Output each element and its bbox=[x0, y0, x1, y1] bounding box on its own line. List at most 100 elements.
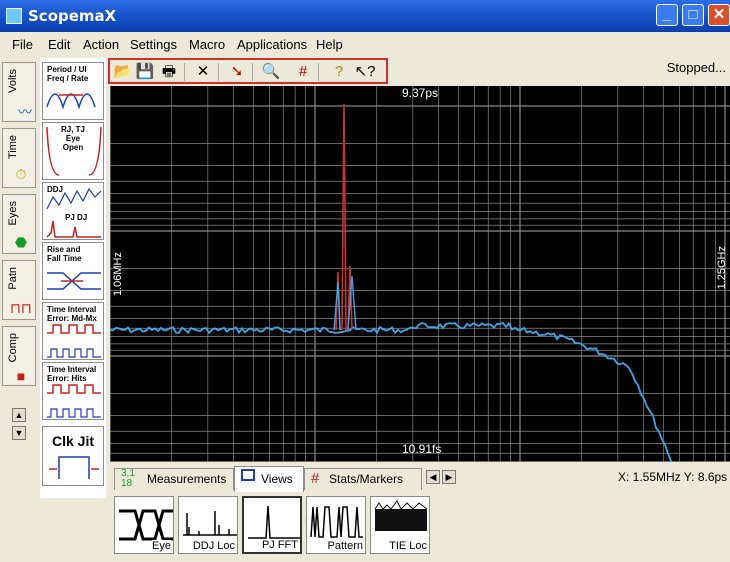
view-tie-loc[interactable]: TIE Loc bbox=[370, 496, 430, 554]
delete-icon: ✕ bbox=[196, 63, 210, 80]
save-button[interactable]: 💾 bbox=[134, 62, 156, 82]
tie-mdmx-icon bbox=[47, 324, 101, 358]
context-help-icon: ↖? bbox=[354, 63, 376, 80]
rise-fall-icon bbox=[47, 272, 101, 290]
stats-icon: # bbox=[311, 470, 320, 487]
side-tabs: Volts 〰 Time ⏱ Eyes ⬣ Patn ⊓⊓ Comp ■ ▲ ▼ bbox=[0, 58, 40, 558]
measurements-icon: 3.1 18 bbox=[121, 468, 135, 489]
app-icon bbox=[6, 8, 22, 24]
run-button[interactable]: ➘ bbox=[226, 62, 248, 82]
tab-views[interactable]: Views bbox=[234, 466, 304, 492]
cursor-coordinates: X: 1.55MHz Y: 8.6ps bbox=[618, 470, 728, 484]
tab-time[interactable]: Time bbox=[2, 128, 36, 188]
spike-sidebands bbox=[333, 275, 357, 331]
tool-label: RJ, TJ bbox=[61, 125, 86, 134]
help-button[interactable]: ? bbox=[328, 62, 350, 82]
maximize-icon: □ bbox=[688, 6, 698, 23]
minimize-button[interactable]: _ bbox=[656, 4, 678, 26]
pattern-wave-icon bbox=[310, 506, 363, 538]
tab-volts[interactable]: Volts bbox=[2, 62, 36, 122]
tab-comp-label: Comp bbox=[7, 333, 19, 363]
menu-macro[interactable]: Macro bbox=[189, 37, 226, 52]
tool-clk-jit[interactable]: Clk Jit bbox=[42, 426, 104, 486]
menu-edit[interactable]: Edit bbox=[48, 37, 71, 52]
tool-label: Period / UI bbox=[47, 65, 87, 74]
toolbar-separator bbox=[218, 63, 219, 81]
menu-file[interactable]: File bbox=[12, 37, 33, 52]
grid-button[interactable]: # bbox=[292, 62, 314, 82]
delete-button[interactable]: ✕ bbox=[192, 62, 214, 82]
open-button[interactable]: 📂 bbox=[112, 62, 134, 82]
tool-tie-mdmx[interactable]: Time Interval Error: Md-Mx bbox=[42, 302, 104, 360]
view-pj-fft-label: PJ FFT bbox=[261, 539, 298, 551]
fft-plot[interactable]: 9.37ps 10.91fs 1.06MHz 1.25GHz bbox=[110, 86, 730, 462]
scroll-up-button[interactable]: ▲ bbox=[12, 408, 26, 422]
view-pj-fft[interactable]: PJ FFT bbox=[242, 496, 302, 554]
tool-label: Rise and bbox=[47, 245, 81, 254]
tool-rise-fall[interactable]: Rise and Fall Time bbox=[42, 242, 104, 300]
tool-ddj-pj[interactable]: DDJ PJ DJ bbox=[42, 182, 104, 240]
tool-label: Fall Time bbox=[47, 254, 82, 263]
toolbar-separator bbox=[184, 63, 185, 81]
print-icon: 🖶 bbox=[161, 63, 177, 80]
print-button[interactable]: 🖶 bbox=[158, 62, 180, 82]
tool-label: Freq / Rate bbox=[47, 74, 89, 83]
tool-label: Clk Jit bbox=[51, 433, 94, 449]
zoom-button[interactable]: 🔍 bbox=[260, 62, 282, 82]
pattern-icon: ⊓⊓ bbox=[10, 300, 32, 316]
view-thumbnails: Eye DDJ Loc PJ FFT Pattern TIE Loc bbox=[110, 492, 730, 560]
volts-icon: 〰 bbox=[18, 104, 32, 120]
menu-help[interactable]: Help bbox=[316, 37, 343, 52]
tool-label: Time Interval bbox=[47, 305, 97, 314]
app-title: ScopemaX bbox=[28, 7, 117, 25]
toolbar-separator bbox=[252, 63, 253, 81]
tool-period-freq[interactable]: Period / UI Freq / Rate bbox=[42, 62, 104, 120]
open-icon: 📂 bbox=[113, 63, 133, 80]
tab-measurements[interactable]: 3.1 18 Measurements bbox=[114, 468, 234, 490]
tool-rj-tj[interactable]: RJ, TJ Eye Open bbox=[42, 122, 104, 180]
tab-stats-markers[interactable]: # Stats/Markers bbox=[304, 468, 422, 490]
menu-applications[interactable]: Applications bbox=[237, 37, 308, 52]
scroll-down-button[interactable]: ▼ bbox=[12, 426, 26, 440]
save-icon: 💾 bbox=[135, 63, 155, 80]
plot-right-label: 1.25GHz bbox=[716, 246, 728, 290]
tool-label: Time Interval bbox=[47, 365, 97, 374]
close-button[interactable]: ✕ bbox=[708, 4, 730, 26]
maximize-button[interactable]: □ bbox=[682, 4, 704, 26]
fft-trace bbox=[110, 321, 673, 462]
eye-icon: ⬣ bbox=[14, 234, 28, 250]
tool-label: DDJ bbox=[47, 185, 64, 194]
tab-stats-label: Stats/Markers bbox=[329, 472, 404, 486]
plot-canvas bbox=[110, 86, 730, 462]
toolbar: 📂 💾 🖶 ✕ ➘ 🔍 # ? ↖? bbox=[108, 58, 388, 84]
compare-icon: ■ bbox=[16, 368, 26, 384]
plot-top-label: 9.37ps bbox=[402, 86, 439, 100]
view-pattern[interactable]: Pattern bbox=[306, 496, 366, 554]
view-tab-bar: 3.1 18 Measurements Views # Stats/Markers… bbox=[110, 466, 730, 492]
help-icon: ? bbox=[334, 63, 344, 80]
tab-scroll-left-button[interactable]: ◀ bbox=[426, 470, 440, 484]
view-tie-loc-label: TIE Loc bbox=[389, 540, 427, 552]
tab-measurements-label: Measurements bbox=[147, 472, 227, 486]
eye-open-icon bbox=[46, 126, 102, 176]
tab-comp[interactable]: Comp bbox=[2, 326, 36, 386]
period-wave-icon bbox=[46, 93, 96, 110]
tab-eyes[interactable]: Eyes bbox=[2, 194, 36, 254]
zoom-icon: 🔍 bbox=[261, 63, 281, 80]
tab-patn-label: Patn bbox=[7, 267, 19, 290]
tool-tie-hits[interactable]: Time Interval Error: Hits bbox=[42, 362, 104, 420]
view-ddj-loc[interactable]: DDJ Loc bbox=[178, 496, 238, 554]
view-eye[interactable]: Eye bbox=[114, 496, 174, 554]
tool-label: Error: Hits bbox=[47, 374, 87, 383]
arrow-right-icon: ▶ bbox=[445, 472, 453, 482]
minimize-icon: _ bbox=[662, 6, 672, 23]
tab-patn[interactable]: Patn bbox=[2, 260, 36, 320]
tie-hits-icon bbox=[47, 384, 101, 418]
context-help-button[interactable]: ↖? bbox=[354, 62, 376, 82]
tool-label: Eye Open bbox=[62, 134, 84, 152]
tab-scroll-right-button[interactable]: ▶ bbox=[442, 470, 456, 484]
view-ddj-loc-label: DDJ Loc bbox=[192, 540, 235, 552]
menu-settings[interactable]: Settings bbox=[130, 37, 177, 52]
menu-action[interactable]: Action bbox=[83, 37, 120, 52]
eye-diagram-icon bbox=[119, 509, 173, 541]
